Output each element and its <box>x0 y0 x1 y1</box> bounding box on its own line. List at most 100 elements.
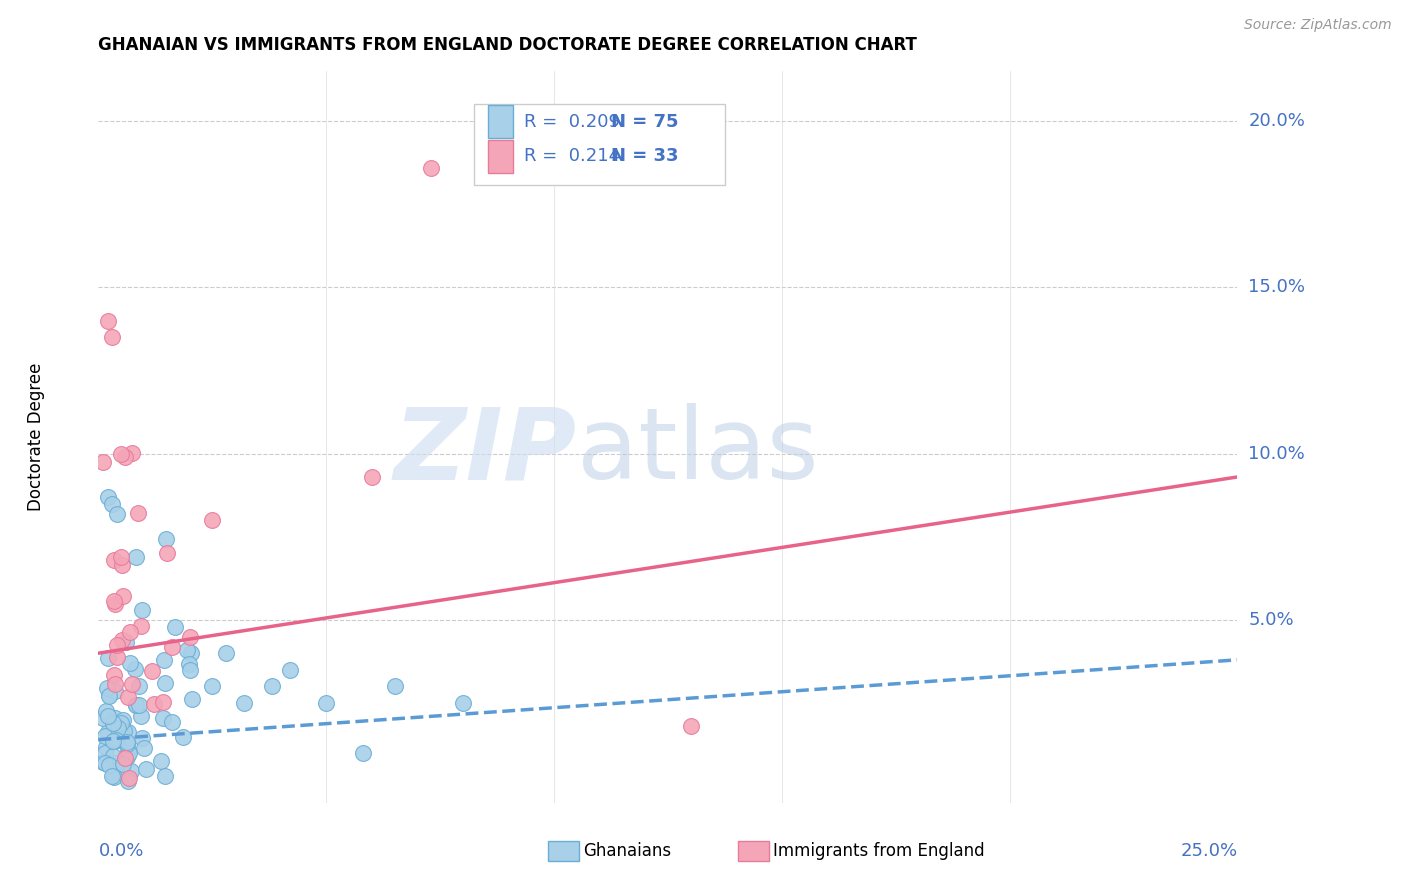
Point <box>115 635 138 649</box>
Point <box>114 751 136 765</box>
Point <box>97 689 120 703</box>
Point <box>117 724 139 739</box>
Point <box>180 692 202 706</box>
Point <box>117 744 139 758</box>
Text: 25.0%: 25.0% <box>1180 842 1237 860</box>
Point <box>104 711 127 725</box>
Point <box>111 756 134 771</box>
Text: GHANAIAN VS IMMIGRANTS FROM ENGLAND DOCTORATE DEGREE CORRELATION CHART: GHANAIAN VS IMMIGRANTS FROM ENGLAND DOCT… <box>98 36 917 54</box>
Point <box>233 696 256 710</box>
Point <box>153 652 176 666</box>
Point <box>128 698 150 713</box>
Point <box>103 593 125 607</box>
Point <box>115 737 138 751</box>
Point <box>96 314 118 328</box>
Point <box>105 638 128 652</box>
Point <box>451 696 474 710</box>
Point <box>121 446 143 460</box>
Point <box>155 533 177 547</box>
Point <box>176 643 198 657</box>
Text: N = 75: N = 75 <box>612 112 679 130</box>
Point <box>125 698 148 713</box>
Point <box>104 677 127 691</box>
Point <box>179 663 201 677</box>
Bar <box>488 105 513 138</box>
Point <box>96 681 118 695</box>
Point <box>153 769 176 783</box>
Text: Source: ZipAtlas.com: Source: ZipAtlas.com <box>1244 18 1392 32</box>
Point <box>179 630 201 644</box>
Point <box>97 709 120 723</box>
Point <box>129 619 152 633</box>
Point <box>131 731 153 745</box>
Point <box>420 161 443 175</box>
Point <box>94 740 117 755</box>
Point <box>96 490 118 504</box>
Text: Ghanaians: Ghanaians <box>583 842 672 860</box>
Point <box>110 447 132 461</box>
Point <box>141 664 163 678</box>
Point <box>121 677 143 691</box>
Point <box>105 649 128 664</box>
Point <box>105 733 128 747</box>
Point <box>115 750 138 764</box>
Point <box>103 597 125 611</box>
Point <box>125 698 148 712</box>
Point <box>98 758 121 772</box>
Point <box>94 746 117 760</box>
Point <box>150 755 173 769</box>
Point <box>160 714 183 729</box>
Point <box>172 730 194 744</box>
Point <box>278 663 301 677</box>
Text: 20.0%: 20.0% <box>1249 112 1305 130</box>
Point <box>160 640 183 655</box>
Point <box>104 762 127 776</box>
Point <box>104 683 127 698</box>
Point <box>143 698 166 712</box>
Text: 0.0%: 0.0% <box>98 842 143 860</box>
Text: R =  0.214: R = 0.214 <box>524 147 620 165</box>
Point <box>165 620 187 634</box>
Point <box>118 656 141 670</box>
Point <box>105 507 128 521</box>
Point <box>97 725 120 739</box>
Point <box>103 552 125 566</box>
Point <box>101 330 124 344</box>
Point <box>96 704 118 718</box>
Point <box>360 470 382 484</box>
Point <box>384 680 406 694</box>
Point <box>128 679 150 693</box>
Point <box>156 546 179 560</box>
Point <box>315 696 337 710</box>
Point <box>114 450 136 464</box>
Point <box>101 497 124 511</box>
Point <box>135 762 157 776</box>
Point <box>110 716 132 731</box>
Point <box>111 730 134 744</box>
Point <box>91 711 114 725</box>
Point <box>152 711 174 725</box>
Point <box>110 550 132 565</box>
Point <box>115 735 138 749</box>
Point <box>98 690 121 704</box>
Point <box>91 755 114 769</box>
Point <box>103 668 125 682</box>
Point <box>118 771 141 785</box>
Text: Immigrants from England: Immigrants from England <box>773 842 986 860</box>
Point <box>121 764 143 779</box>
Point <box>103 770 125 784</box>
Point <box>120 625 142 640</box>
Point <box>153 676 176 690</box>
Point <box>117 690 139 704</box>
Point <box>110 558 132 572</box>
FancyBboxPatch shape <box>474 104 725 185</box>
Point <box>132 741 155 756</box>
Point <box>112 713 135 727</box>
Text: ZIP: ZIP <box>394 403 576 500</box>
Point <box>152 695 174 709</box>
Text: 5.0%: 5.0% <box>1249 611 1294 629</box>
Point <box>679 719 702 733</box>
Point <box>91 455 114 469</box>
Point <box>112 724 135 739</box>
Point <box>103 756 125 770</box>
